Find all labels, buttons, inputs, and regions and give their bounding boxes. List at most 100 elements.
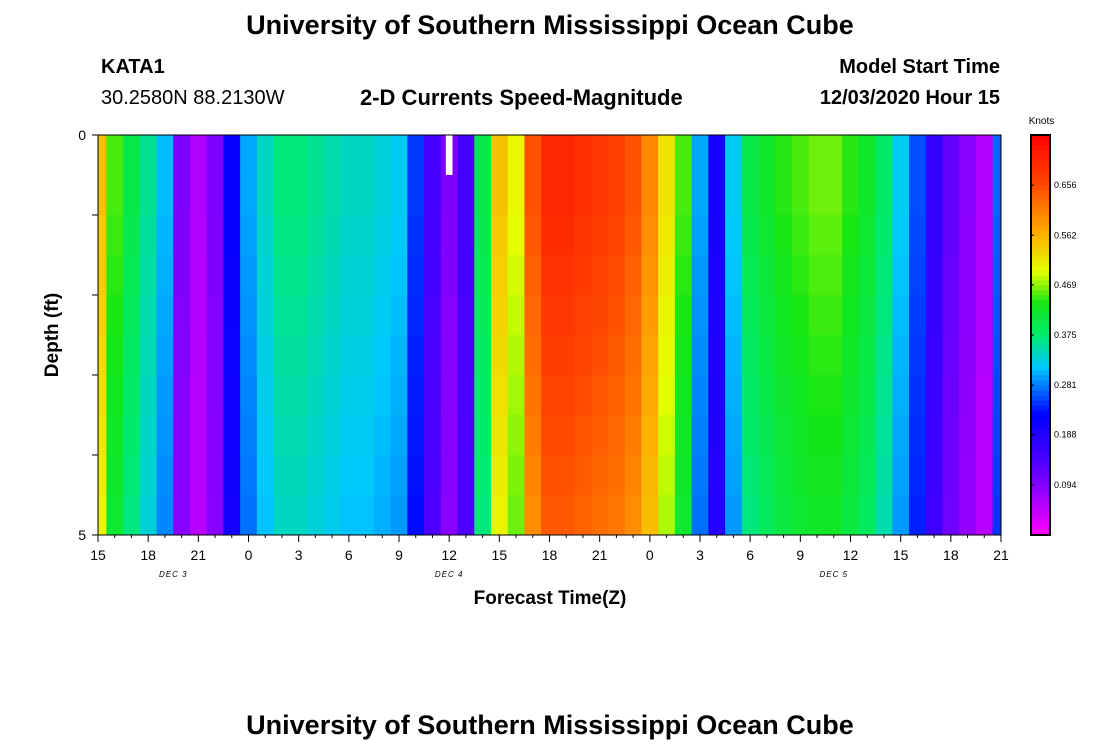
heatmap-cell (608, 135, 626, 176)
heatmap-cell (674, 415, 693, 456)
heatmap-cell (323, 295, 341, 336)
heatmap-cell (440, 255, 458, 296)
heatmap-cell (223, 295, 241, 336)
heatmap-cell (424, 455, 442, 496)
colorbar-segment (1031, 345, 1050, 351)
colorbar-segment (1031, 395, 1050, 401)
colorbar-segment (1031, 335, 1050, 341)
heatmap-cell (440, 295, 458, 336)
heatmap-cell (942, 335, 960, 376)
heatmap-cell (624, 415, 642, 456)
heatmap-cell (658, 455, 676, 496)
colorbar-tick-label: 0.094 (1054, 480, 1077, 490)
colorbar-segment (1031, 315, 1050, 321)
heatmap-cell (708, 215, 726, 256)
heatmap-cell (490, 215, 509, 256)
heatmap-cell (123, 455, 141, 496)
heatmap-cell (925, 495, 943, 536)
heatmap-cell (557, 415, 575, 456)
heatmap-cell (373, 455, 392, 496)
heatmap-cell (474, 375, 492, 416)
heatmap-cell (758, 215, 776, 256)
heatmap-cell (624, 255, 642, 296)
heatmap-cell (875, 255, 893, 296)
heatmap-cell (691, 255, 709, 296)
heatmap-cell (909, 495, 927, 536)
heatmap-cell (808, 335, 826, 376)
heatmap-cell (524, 335, 542, 376)
heatmap-cell (156, 255, 174, 296)
heatmap-cell (959, 255, 977, 296)
heatmap-cell (440, 335, 458, 376)
heatmap-cell (240, 455, 258, 496)
colorbar-segment (1031, 440, 1050, 446)
colorbar-segment (1031, 470, 1050, 476)
heatmap-cell (557, 255, 575, 296)
colorbar-segment (1031, 320, 1050, 326)
heatmap-cell (290, 415, 308, 456)
heatmap-cell (440, 495, 458, 536)
x-tick-label: 21 (191, 547, 207, 563)
heatmap-cell (674, 295, 693, 336)
heatmap-cell (373, 215, 392, 256)
heatmap-cell (875, 495, 893, 536)
heatmap-cell (791, 335, 810, 376)
heatmap-cell (457, 175, 475, 216)
heatmap-cell (808, 375, 826, 416)
heatmap-cell (490, 375, 509, 416)
heatmap-cell (407, 335, 425, 376)
heatmap-cell (440, 415, 458, 456)
y-axis: 05 (78, 127, 98, 543)
heatmap-cell (173, 255, 191, 296)
heatmap-cell (741, 455, 759, 496)
heatmap-cell (641, 375, 659, 416)
heatmap-cell (223, 375, 241, 416)
heatmap-cell (206, 375, 224, 416)
heatmap-cell (608, 335, 626, 376)
heatmap-cell (407, 135, 425, 176)
heatmap-cell (825, 255, 843, 296)
heatmap-cell (307, 335, 325, 376)
heatmap-cell (825, 175, 843, 216)
heatmap-cell (123, 255, 141, 296)
heatmap-cell (424, 295, 442, 336)
heatmap-cell (875, 175, 893, 216)
heatmap-cell (457, 255, 475, 296)
colorbar-tick-label: 0.562 (1054, 230, 1077, 240)
x-tick-label: 6 (345, 547, 353, 563)
heatmap-cell (290, 215, 308, 256)
colorbar-segment (1031, 435, 1050, 441)
colorbar-segment (1031, 175, 1050, 181)
heatmap-cell (741, 415, 759, 456)
heatmap-cell (189, 495, 208, 536)
colorbar-segment (1031, 305, 1050, 311)
colorbar-tick-label: 0.188 (1054, 430, 1077, 440)
heatmap-cell (658, 215, 676, 256)
heatmap-cell (340, 335, 358, 376)
heatmap-cell (173, 135, 191, 176)
heatmap-cell (290, 335, 308, 376)
colorbar-segment (1031, 225, 1050, 231)
heatmap-cell (290, 295, 308, 336)
heatmap-cell (123, 295, 141, 336)
heatmap-cell (892, 255, 910, 296)
heatmap-cell (474, 455, 492, 496)
heatmap-cell (106, 295, 124, 336)
heatmap-cell (741, 215, 759, 256)
heatmap-cell (892, 135, 910, 176)
heatmap-cell (323, 255, 341, 296)
heatmap-cell (959, 415, 977, 456)
heatmap-cell (541, 175, 559, 216)
colorbar-segment (1031, 460, 1050, 466)
heatmap-cell (574, 335, 592, 376)
heatmap-cell (390, 255, 408, 296)
heatmap-cell (457, 295, 475, 336)
heatmap-cell (658, 295, 676, 336)
heatmap-cell (290, 175, 308, 216)
heatmap-cell (424, 255, 442, 296)
heatmap-cell (608, 175, 626, 216)
heatmap-cell (674, 135, 693, 176)
heatmap-cell (490, 455, 509, 496)
heatmap-cell (457, 495, 475, 536)
heatmap-cell (825, 215, 843, 256)
